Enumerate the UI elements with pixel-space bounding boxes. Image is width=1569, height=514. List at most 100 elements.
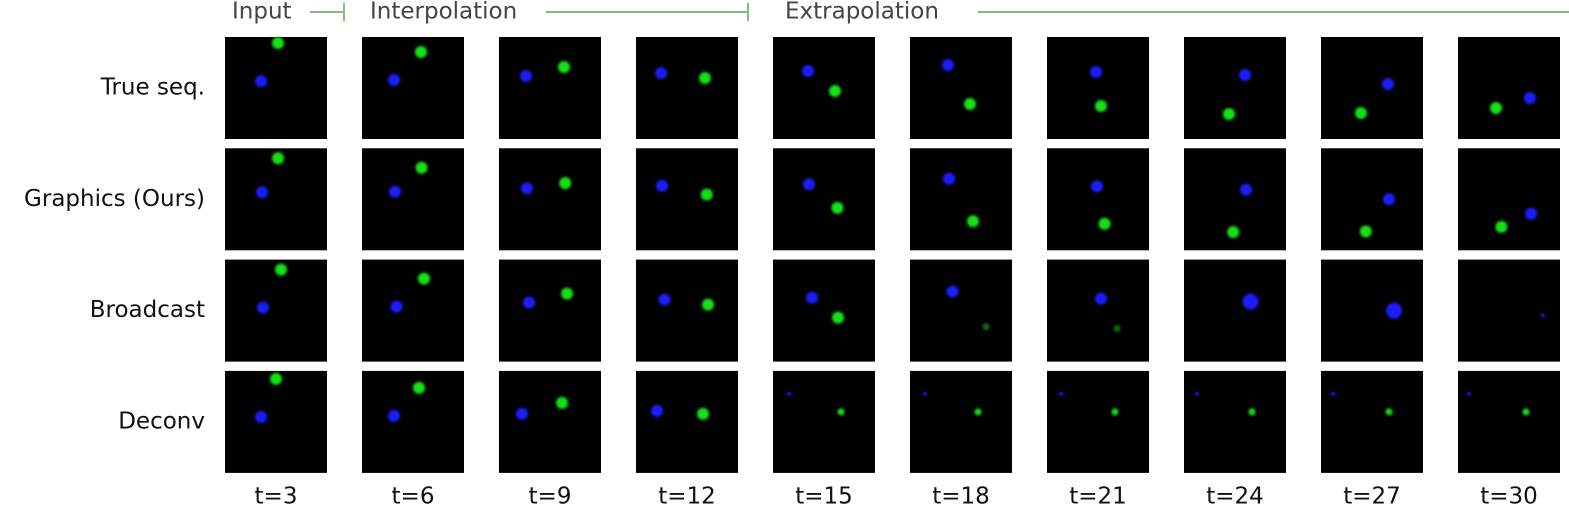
green-ball [967, 215, 979, 228]
frame [362, 259, 464, 362]
green-ball [1248, 408, 1256, 416]
frame [362, 148, 464, 251]
frame [773, 259, 875, 362]
frame [225, 37, 327, 139]
frame [1184, 37, 1286, 139]
blue-ball [1386, 302, 1402, 319]
blue-ball [923, 391, 927, 396]
blue-ball [1091, 180, 1103, 193]
frame [636, 148, 738, 251]
blue-ball [516, 407, 528, 420]
frame-background [499, 370, 601, 473]
frame [1458, 370, 1560, 473]
frame [225, 148, 327, 251]
green-ball [964, 98, 976, 110]
green-ball [556, 396, 568, 409]
blue-ball [1525, 207, 1537, 220]
blue-ball [946, 285, 959, 298]
frame-background [910, 37, 1012, 139]
frame [773, 370, 875, 473]
frame-background [1047, 259, 1149, 362]
phase-label: Input [232, 0, 292, 25]
column-label: t=9 [529, 484, 572, 510]
blue-ball [388, 409, 400, 422]
frame [362, 370, 464, 473]
green-ball [702, 298, 714, 311]
frame-background [1184, 370, 1286, 473]
frame-background [636, 370, 738, 473]
frame-background [1184, 259, 1286, 362]
blue-ball [256, 186, 268, 199]
green-ball [415, 46, 427, 58]
frame-background [773, 37, 875, 139]
frame [1047, 37, 1149, 139]
green-ball [1495, 220, 1508, 233]
frame-background [499, 259, 601, 362]
frame [1047, 370, 1149, 473]
frame [1184, 148, 1286, 251]
green-ball [1522, 408, 1530, 416]
phase-label: Extrapolation [785, 0, 939, 25]
frame-background [225, 37, 327, 139]
row-label: Deconv [118, 408, 205, 434]
frame-background [362, 37, 464, 139]
frame [225, 259, 327, 362]
frame-background [225, 148, 327, 251]
green-ball [1111, 408, 1119, 416]
frame-background [499, 148, 601, 251]
row-label: Graphics (Ours) [24, 186, 205, 212]
frame-background [1458, 37, 1560, 139]
blue-ball [651, 404, 663, 417]
green-ball [974, 408, 982, 416]
frame [910, 259, 1012, 362]
frame-background [499, 37, 601, 139]
blue-ball [943, 172, 955, 185]
frame [362, 37, 464, 139]
green-ball [982, 323, 990, 331]
frame [1184, 370, 1286, 473]
blue-ball [523, 296, 535, 309]
blue-ball [1524, 92, 1536, 104]
blue-ball [388, 74, 400, 86]
frame-background [225, 259, 327, 362]
frame-background [910, 259, 1012, 362]
frame-background [1321, 259, 1423, 362]
green-ball [700, 188, 713, 201]
blue-ball [520, 70, 532, 82]
blue-ball [1090, 66, 1102, 78]
green-ball [1359, 225, 1372, 238]
frame-background [636, 148, 738, 251]
blue-ball [255, 75, 267, 87]
blue-ball [1059, 391, 1063, 396]
frame-background [1047, 148, 1149, 251]
blue-ball [1382, 78, 1394, 90]
blue-ball [1195, 391, 1199, 396]
green-ball [413, 381, 425, 394]
column-label: t=21 [1069, 484, 1127, 510]
blue-ball [655, 67, 667, 79]
frame-background [362, 259, 464, 362]
blue-ball [1541, 313, 1545, 318]
frame-background [636, 259, 738, 362]
blue-ball [1240, 183, 1252, 196]
row-label: Broadcast [90, 297, 205, 323]
green-ball [837, 408, 845, 416]
frame [1458, 259, 1560, 362]
frame [636, 370, 738, 473]
green-ball [561, 287, 573, 300]
blue-ball [255, 410, 267, 423]
phase-label: Interpolation [370, 0, 517, 25]
row-label: True seq. [100, 75, 205, 101]
frame [773, 37, 875, 139]
frame-background [910, 148, 1012, 251]
green-ball [1355, 107, 1367, 119]
blue-ball [390, 300, 403, 313]
frame [636, 37, 738, 139]
blue-ball [521, 182, 533, 195]
frame-background [1458, 259, 1560, 362]
frame-background [362, 148, 464, 251]
frame-background [773, 148, 875, 251]
frame [1321, 148, 1423, 251]
column-label: t=12 [658, 484, 716, 510]
